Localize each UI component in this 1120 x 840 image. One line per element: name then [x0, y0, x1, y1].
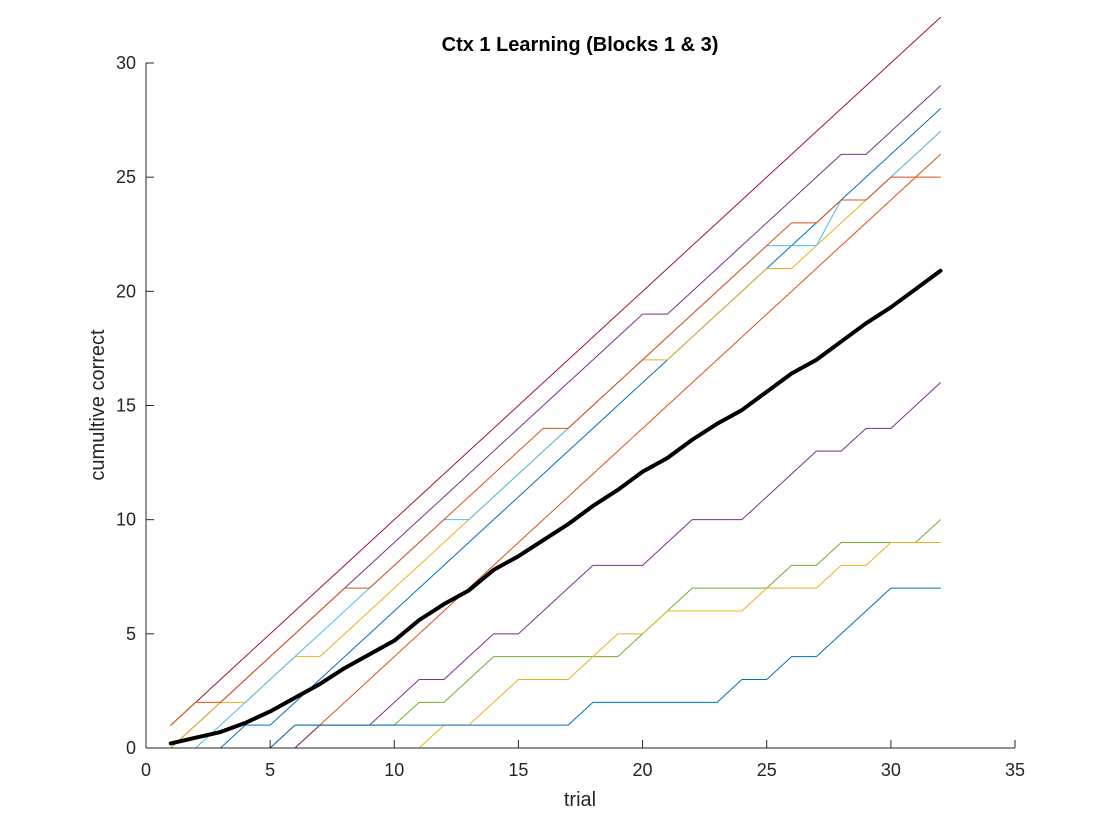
x-tick-label: 5 — [265, 760, 275, 780]
x-tick-label: 10 — [384, 760, 404, 780]
x-tick-label: 15 — [508, 760, 528, 780]
y-tick-label: 30 — [116, 53, 136, 73]
x-axis-label: trial — [564, 789, 596, 811]
y-tick-label: 5 — [126, 624, 136, 644]
y-tick-label: 25 — [116, 167, 136, 187]
y-axis-label: cumultive correct — [87, 329, 109, 481]
series-line-8 — [170, 382, 942, 749]
mean-line — [168, 268, 943, 746]
series-line-5 — [170, 131, 942, 749]
y-tick-label: 20 — [116, 281, 136, 301]
y-tick-label: 10 — [116, 510, 136, 530]
series-line-1 — [170, 16, 942, 726]
x-tick-label: 30 — [881, 760, 901, 780]
x-tick-label: 25 — [757, 760, 777, 780]
series-line-6 — [170, 176, 942, 726]
series-line-3 — [170, 108, 942, 749]
plot-lines — [168, 16, 943, 749]
series-line-11 — [170, 587, 942, 749]
x-tick-label: 35 — [1005, 760, 1025, 780]
x-tick-label: 20 — [633, 760, 653, 780]
y-tick-label: 15 — [116, 396, 136, 416]
chart-title: Ctx 1 Learning (Blocks 1 & 3) — [442, 34, 719, 56]
x-tick-label: 0 — [141, 760, 151, 780]
y-tick-label: 0 — [126, 738, 136, 758]
ticks: 0 5 10 15 20 25 30 35 0 5 10 15 20 25 30 — [116, 53, 1025, 780]
